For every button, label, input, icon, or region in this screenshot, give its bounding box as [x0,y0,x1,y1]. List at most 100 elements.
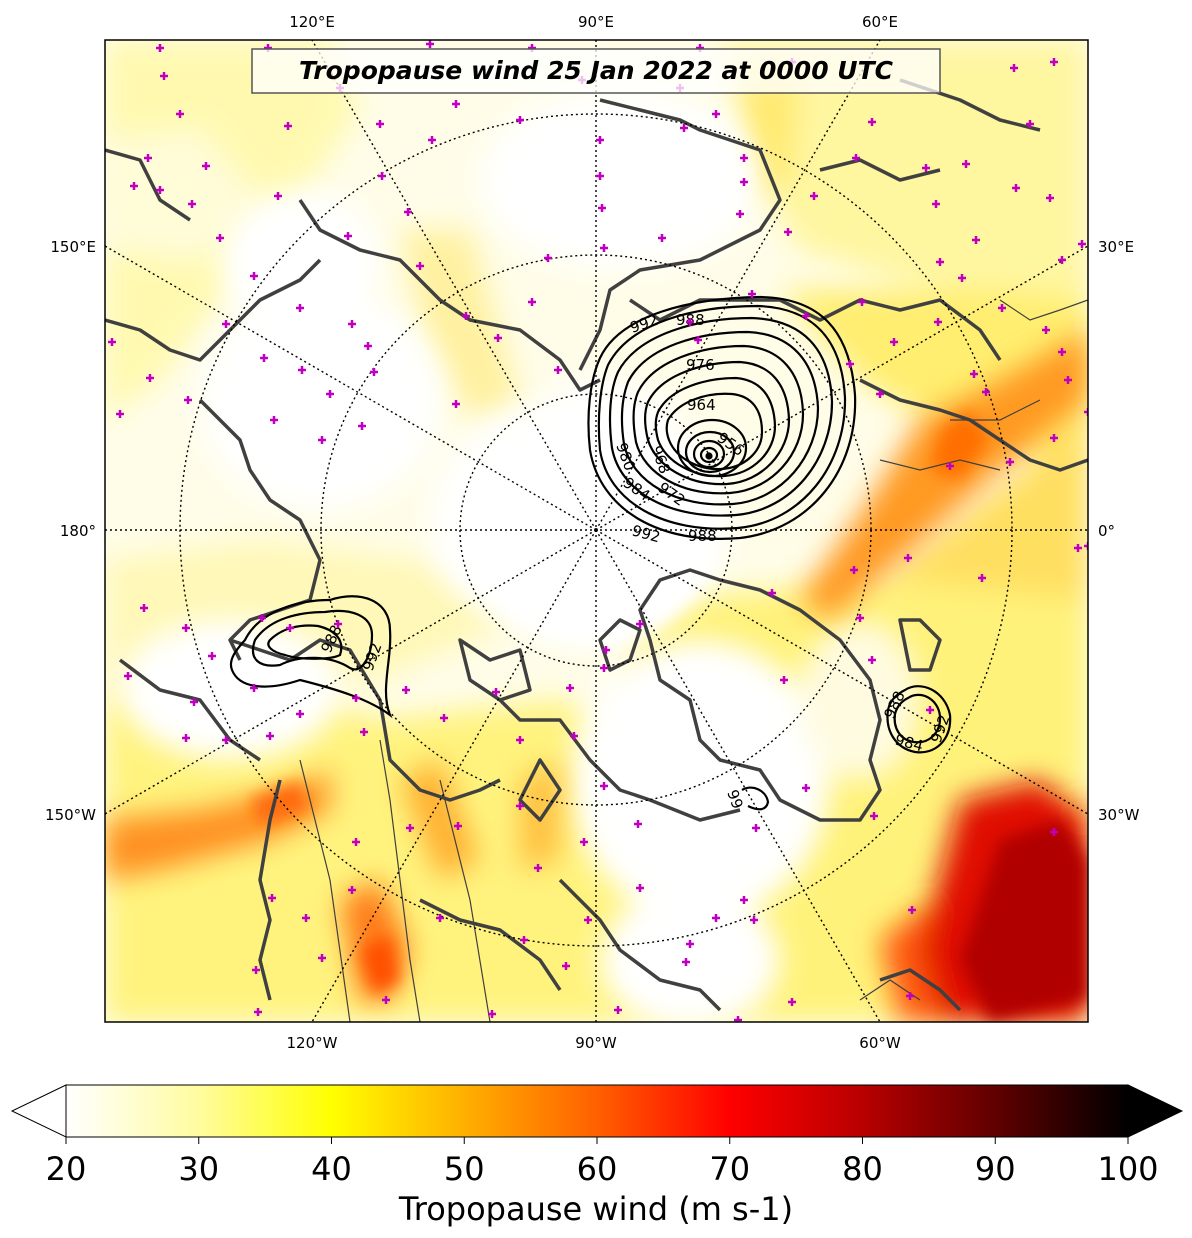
station-marker [680,124,688,132]
lon-label-right: 30°E [1098,238,1134,256]
station-marker [488,1010,496,1018]
station-marker [254,1008,262,1016]
station-marker [302,914,310,922]
station-marker [736,210,744,218]
station-marker [734,1016,742,1022]
station-marker [890,338,898,346]
station-marker [922,164,930,172]
station-marker [906,992,914,1000]
station-marker [1050,828,1058,836]
station-marker [802,784,810,792]
contour-label: 988 [688,527,717,545]
station-marker [296,304,304,312]
station-marker [908,906,916,914]
station-marker [768,589,776,597]
station-marker [352,694,360,702]
station-marker [144,154,152,162]
station-marker [222,736,230,744]
station-marker [182,624,190,632]
station-marker [682,958,690,966]
lon-label-right: 0° [1098,522,1115,540]
station-marker [376,120,384,128]
station-marker [600,244,608,252]
station-marker [982,388,990,396]
station-marker [298,366,306,374]
colorbar-min-extend [10,1084,67,1138]
station-marker [108,338,116,346]
station-marker [712,914,720,922]
station-marker [858,298,866,306]
station-marker [614,1006,622,1014]
station-marker [462,312,470,320]
lon-label-bottom: 90°W [575,1034,617,1052]
station-marker [740,154,748,162]
colorbar: 20 30 40 50 60 70 80 90 100 Tropopause wind (m s… [10,1084,1184,1228]
main-low-contours [587,295,857,540]
station-marker [416,262,424,270]
station-marker [440,714,448,722]
contour-label: 976 [686,356,715,374]
station-marker [1074,544,1082,552]
station-marker [188,200,196,208]
station-marker [562,962,570,970]
station-marker [998,304,1006,312]
station-marker [140,604,148,612]
station-marker [544,254,552,262]
station-marker [962,160,970,168]
station-marker [870,812,878,820]
greenland-low-contours [741,685,952,811]
station-marker [1050,434,1058,442]
station-marker [352,838,360,846]
colorbar-tick-label: 70 [709,1150,750,1188]
station-marker [378,172,386,180]
colorbar-tick-label: 80 [842,1150,883,1188]
station-marker [970,370,978,378]
colorbar-tick-label: 90 [975,1150,1016,1188]
station-marker [868,656,876,664]
station-marker [636,884,644,892]
station-marker [598,204,606,212]
station-marker [370,368,378,376]
station-marker [182,734,190,742]
station-marker [946,462,954,470]
station-marker [554,366,562,374]
station-marker [360,728,368,736]
station-marker [454,822,462,830]
station-marker [402,686,410,694]
station-marker [694,336,702,344]
lon-label-left: 180° [60,522,96,540]
station-marker [184,396,192,404]
station-marker [116,410,124,418]
station-marker [636,620,644,628]
station-marker [318,436,326,444]
colorbar-tick-label: 20 [46,1150,87,1188]
station-marker [1058,256,1066,264]
station-marker [780,676,788,684]
station-marker [752,824,760,832]
station-marker [658,234,666,242]
graticule [105,40,1088,1022]
station-marker [926,706,934,714]
lon-label-right: 30°W [1098,806,1140,824]
station-marker [426,40,434,48]
station-marker [520,936,528,944]
lon-label-bottom: 120°W [287,1034,338,1052]
station-marker [516,736,524,744]
station-marker [1084,408,1088,416]
station-marker [348,320,356,328]
station-marker [740,896,748,904]
lon-label-bottom: 60°W [859,1034,901,1052]
colorbar-tick-label: 100 [1097,1150,1158,1188]
station-marker [600,782,608,790]
colorbar-label: Tropopause wind (m s-1) [398,1190,793,1228]
station-marker [156,186,164,194]
station-marker [904,554,912,562]
station-marker [1012,184,1020,192]
station-marker [156,44,164,52]
station-marker [222,320,230,328]
station-marker [686,940,694,948]
station-marker [784,228,792,236]
station-marker [344,232,352,240]
station-marker [492,688,500,696]
station-marker [334,620,342,628]
